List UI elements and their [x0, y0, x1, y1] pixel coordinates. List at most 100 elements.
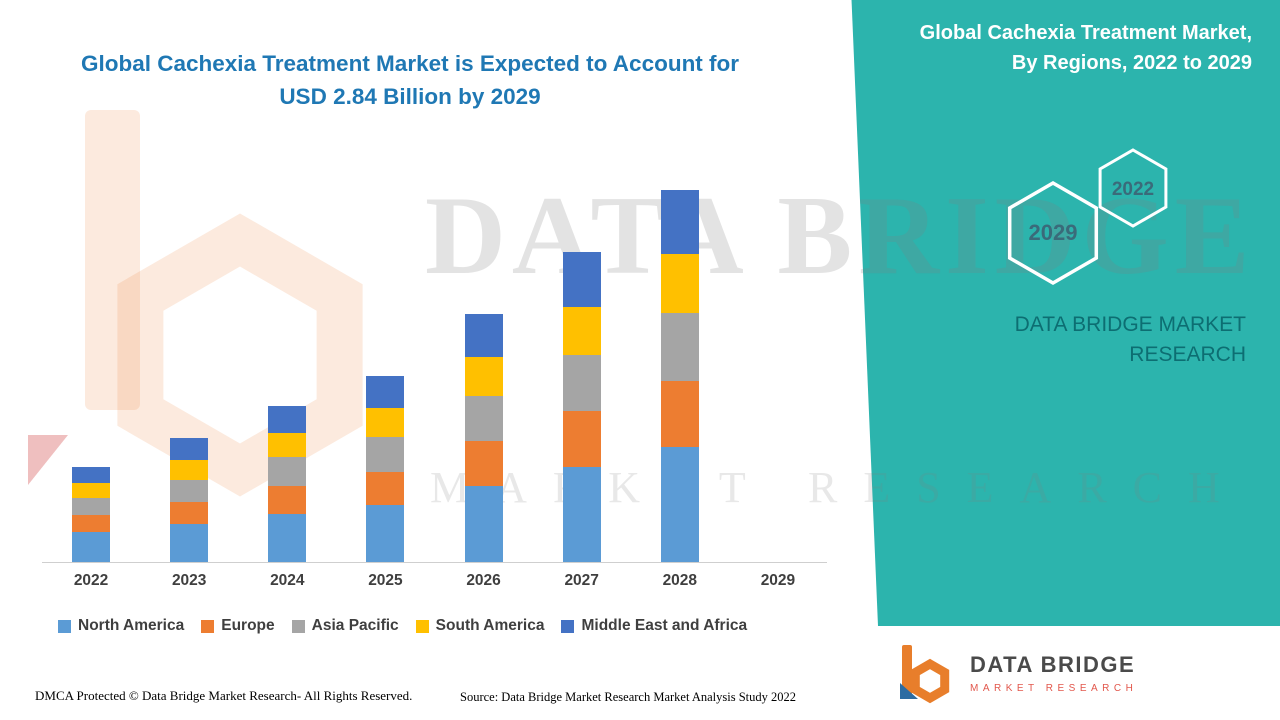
bar-segment: [660, 254, 699, 313]
bar-segment: [72, 497, 111, 515]
legend-label: Asia Pacific: [311, 617, 399, 634]
hexagon-2029-icon: [1007, 180, 1099, 286]
x-axis: 2022 2023 2024 2025 2026 2027 2028 2029: [42, 572, 827, 590]
x-axis-label: 2023: [171, 572, 207, 589]
logo-text: DATA BRIDGE MARKET RESEARCH: [970, 652, 1137, 694]
legend-label: North America: [78, 617, 185, 634]
footer-dmca-text: DMCA Protected © Data Bridge Market Rese…: [35, 688, 413, 703]
footer-source-text: Source: Data Bridge Market Research Mark…: [460, 690, 797, 704]
bar-column: [238, 406, 336, 562]
logo-mark-icon: [900, 645, 950, 704]
bar-stack: [562, 252, 601, 562]
bar-column: [42, 466, 140, 562]
bar-stack: [72, 466, 111, 562]
bar-stack: [464, 313, 503, 562]
bar-segment: [562, 306, 601, 355]
legend-item: Middle East and Africa: [561, 617, 747, 635]
bar-segment: [562, 411, 601, 467]
legend-label: South America: [435, 617, 545, 634]
bar-segment: [72, 531, 111, 562]
bar-segment: [562, 252, 601, 307]
bar-column: [435, 313, 533, 562]
x-axis-label: 2029: [760, 572, 796, 589]
bar-column: [140, 438, 238, 562]
watermark-logo-bowl: [117, 213, 363, 497]
watermark-logo-triangle: [28, 435, 68, 485]
x-axis-label: 2027: [564, 572, 599, 589]
bar-segment: [464, 356, 503, 397]
logo-bowl: [910, 658, 950, 704]
bar-segment: [366, 504, 405, 562]
bar-segment: [72, 514, 111, 532]
bar-segment: [366, 408, 405, 438]
bar-segment: [464, 396, 503, 442]
bar-segment: [366, 471, 405, 505]
legend-label: Middle East and Africa: [581, 617, 748, 634]
bar-segment: [562, 354, 601, 412]
bar-segment: [170, 479, 209, 502]
bar-segment: [464, 441, 503, 486]
bar-segment: [660, 381, 699, 448]
bar-column: [533, 252, 631, 562]
legend-swatch: [58, 619, 71, 633]
legend-swatch: [291, 619, 305, 633]
bar-segment: [268, 433, 307, 458]
bar-plot: [42, 170, 827, 563]
watermark-logo-icon: [28, 110, 363, 497]
bar-stack: [366, 376, 405, 562]
hexagon-years-icon: 2029 2022: [1007, 148, 1168, 286]
side-panel-brand-text: DATA BRIDGE MARKET RESEARCH: [1014, 313, 1246, 367]
legend-item: Europe: [201, 617, 275, 635]
bar-segment: [366, 437, 405, 472]
x-axis-label: 2028: [662, 572, 698, 589]
legend-item: North America: [58, 617, 184, 635]
watermark-text-primary: DATA BRIDGE: [425, 174, 1256, 298]
bar-segment: [170, 460, 209, 480]
hexagon-2022-label: 2022: [1112, 179, 1154, 200]
bar-segment: [170, 501, 209, 524]
page-title-line2: USD 2.84 Billion by 2029: [279, 83, 541, 109]
side-panel-background: [851, 0, 1280, 720]
legend-swatch: [415, 619, 429, 633]
bar-column: [336, 376, 434, 562]
bar-segment: [660, 312, 699, 382]
bar-segment: [464, 313, 503, 357]
logo-subtitle: MARKET RESEARCH: [970, 683, 1138, 694]
bar-segment: [268, 485, 307, 514]
stacked-bar-chart: 2022 2023 2024 2025 2026 2027 2028 2029 North A…: [42, 170, 827, 635]
bar-segment: [464, 485, 503, 562]
bar-stack: [170, 438, 209, 562]
bar-segment: [660, 447, 699, 562]
watermark-logo-stem: [85, 110, 140, 410]
bar-segment: [562, 466, 601, 562]
page-title: Global Cachexia Treatment Market is Expe…: [80, 48, 740, 113]
x-axis-label: 2025: [368, 572, 403, 589]
bar-stack: [268, 406, 307, 562]
side-panel-heading: Global Cachexia Treatment Market, By Reg…: [919, 22, 1252, 74]
legend-swatch: [561, 619, 575, 633]
bar-segment: [72, 482, 111, 498]
x-axis-label: 2022: [73, 572, 109, 589]
hexagon-2029-label: 2029: [1029, 220, 1078, 245]
bar-segment: [170, 438, 209, 461]
bar-segment: [72, 466, 111, 483]
bar-stack: [660, 190, 699, 562]
bar-column: [631, 190, 729, 562]
bar-segment: [170, 523, 209, 562]
logo-stem: [902, 645, 912, 695]
bar-segment: [660, 190, 699, 255]
x-axis-label: 2024: [270, 572, 305, 589]
chart-legend: North America Europe Asia Pacific South Ame…: [42, 617, 827, 635]
watermark-text-secondary: MARKET RESEARCH: [430, 463, 1246, 512]
logo-blue-accent: [900, 683, 918, 699]
bar-segment: [366, 376, 405, 409]
legend-label: Europe: [221, 617, 275, 634]
page-title-line1: Global Cachexia Treatment Market is Expe…: [80, 51, 740, 76]
logo-name: DATA BRIDGE: [970, 652, 1136, 677]
x-axis-label: 2026: [466, 572, 501, 589]
legend-item: South America: [415, 617, 545, 635]
bar-segment: [268, 513, 307, 562]
legend-swatch: [201, 619, 215, 633]
legend-item: Asia Pacific: [291, 617, 399, 635]
bar-segment: [268, 457, 307, 486]
